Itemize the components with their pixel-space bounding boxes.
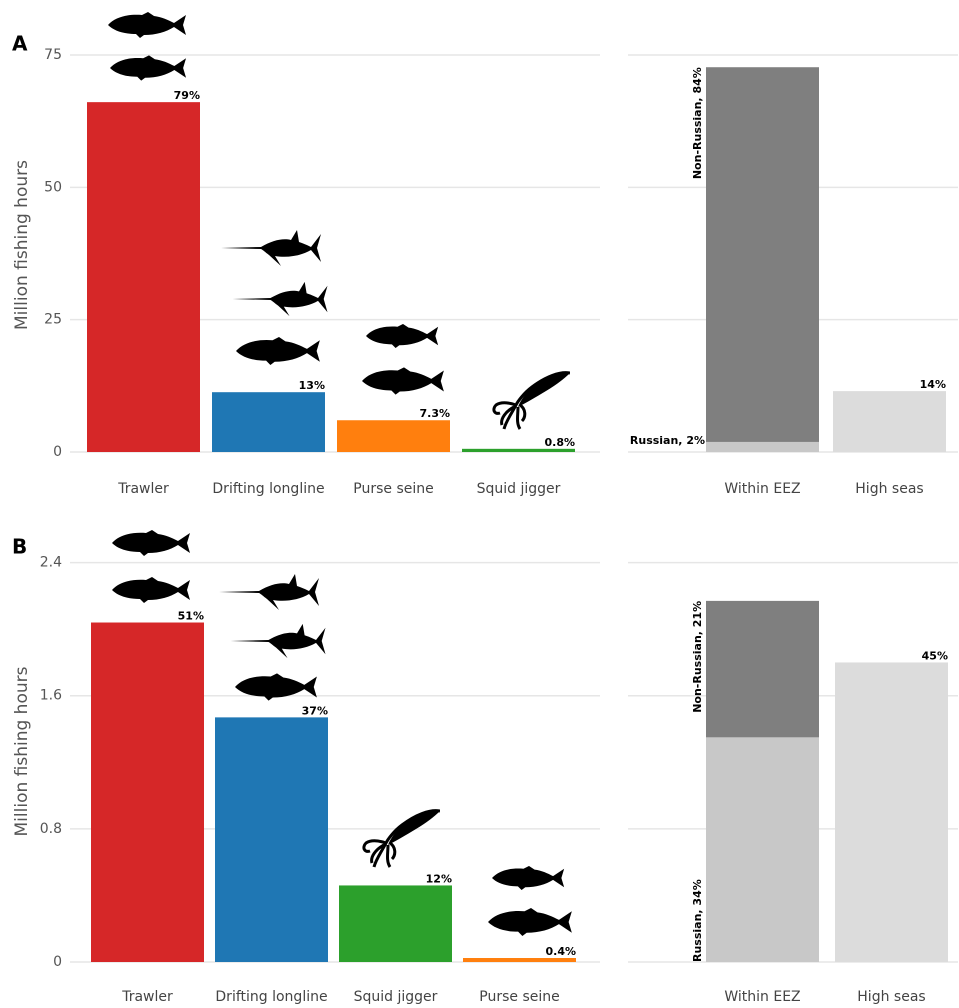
fish-icon: [110, 55, 187, 81]
y-tick-label: 50: [44, 179, 62, 195]
y-axis-title: Million fishing hours: [12, 160, 32, 330]
bar-segment: [706, 737, 819, 962]
value-label: 12%: [426, 872, 452, 885]
bar: [337, 420, 450, 452]
bar: [339, 885, 452, 962]
value-label: 79%: [174, 89, 200, 102]
bar-segment: [706, 67, 819, 442]
bar: [212, 392, 325, 452]
value-label: 45%: [922, 649, 948, 662]
panel-label: A: [12, 32, 28, 56]
bar-segment: [706, 441, 819, 452]
x-tick-label: Within EEZ: [724, 989, 800, 1005]
y-tick-label: 0: [53, 954, 62, 970]
fish-icon: [235, 673, 317, 701]
fish-icon: [232, 281, 328, 317]
fish-icon: [230, 623, 326, 659]
segment-label: Non-Russian, 84%: [691, 67, 704, 179]
bar-segment: [706, 600, 819, 738]
y-axis-title: Million fishing hours: [12, 666, 32, 836]
bar: [87, 102, 200, 452]
bar-segment: [835, 662, 948, 962]
value-label: 0.8%: [544, 436, 575, 449]
value-label: 13%: [299, 379, 325, 392]
x-tick-label: Within EEZ: [724, 481, 800, 497]
value-label: 51%: [178, 610, 204, 623]
panel-label: B: [12, 535, 27, 559]
x-tick-label: Purse seine: [479, 989, 559, 1005]
y-tick-label: 0: [53, 444, 62, 460]
fish-icon: [108, 12, 186, 38]
bar: [462, 448, 575, 452]
x-tick-label: High seas: [857, 989, 925, 1005]
x-tick-label: Drifting longline: [215, 989, 327, 1005]
x-tick-label: Drifting longline: [212, 481, 324, 497]
x-tick-label: Trawler: [121, 989, 173, 1005]
squid-icon: [492, 371, 570, 431]
x-tick-label: Squid jigger: [477, 481, 561, 497]
y-tick-label: 25: [44, 312, 62, 328]
fish-icon: [221, 230, 321, 266]
squid-icon: [362, 809, 440, 869]
fish-icon: [492, 866, 565, 890]
x-tick-label: High seas: [855, 481, 923, 497]
y-tick-label: 0.8: [40, 821, 62, 837]
bar-segment: [833, 391, 946, 452]
bar: [463, 958, 576, 962]
fish-icon: [488, 908, 572, 936]
bar: [215, 717, 328, 962]
fish-icon: [112, 577, 190, 603]
x-tick-label: Squid jigger: [354, 989, 438, 1005]
x-tick-label: Purse seine: [353, 481, 433, 497]
segment-label: Non-Russian, 21%: [691, 601, 704, 713]
x-tick-label: Trawler: [117, 481, 169, 497]
fish-icon: [112, 530, 190, 556]
fish-icon: [362, 367, 444, 395]
value-label: 14%: [920, 378, 946, 391]
y-tick-label: 1.6: [40, 688, 62, 704]
segment-label: Russian, 34%: [691, 879, 704, 962]
value-label: 0.4%: [545, 945, 576, 958]
fish-icon: [366, 324, 439, 348]
y-tick-label: 2.4: [40, 555, 62, 571]
fish-icon: [219, 574, 319, 610]
value-label: 37%: [302, 704, 328, 717]
segment-label: Russian, 2%: [630, 434, 705, 447]
bar: [91, 622, 204, 962]
value-label: 7.3%: [419, 407, 450, 420]
y-tick-label: 75: [44, 47, 62, 63]
fish-icon: [236, 337, 320, 365]
